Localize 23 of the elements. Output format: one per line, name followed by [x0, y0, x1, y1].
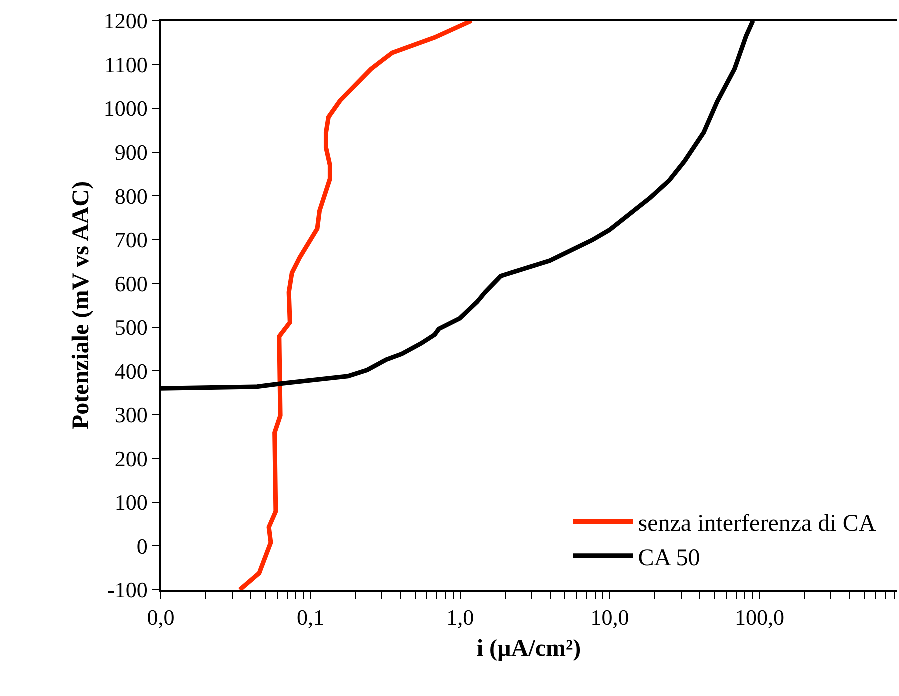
x-tick-label: 0,1 [296, 605, 324, 630]
y-tick-label: 700 [114, 228, 148, 253]
y-tick-label: 1000 [104, 96, 148, 122]
x-tick-label: 100,0 [734, 605, 784, 630]
y-tick-label: 500 [114, 315, 148, 340]
y-tick-label: 0 [136, 534, 148, 559]
x-tick-label: 1,0 [446, 605, 474, 630]
y-tick-label: 200 [114, 446, 148, 472]
legend-label: CA 50 [638, 545, 700, 572]
y-tick-label: 300 [114, 402, 148, 428]
x-tick-label: 10,0 [590, 605, 630, 630]
y-tick-label: 600 [114, 271, 148, 296]
y-tick-label: 1100 [104, 52, 148, 78]
y-tick-label: 100 [114, 490, 148, 516]
y-tick-label: -100 [108, 578, 148, 603]
x-axis-title: i (µA/cm²) [476, 636, 582, 662]
y-axis-title: Potenziale (mV vs AAC) [68, 181, 94, 430]
y-tick-label: 800 [114, 184, 148, 209]
x-tick-label: 0,0 [147, 605, 175, 630]
y-tick-label: 400 [114, 358, 148, 384]
legend-label: senza interferenza di CA [638, 511, 877, 538]
y-tick-label: 900 [114, 140, 148, 166]
y-tick-label: 1200 [104, 8, 148, 34]
